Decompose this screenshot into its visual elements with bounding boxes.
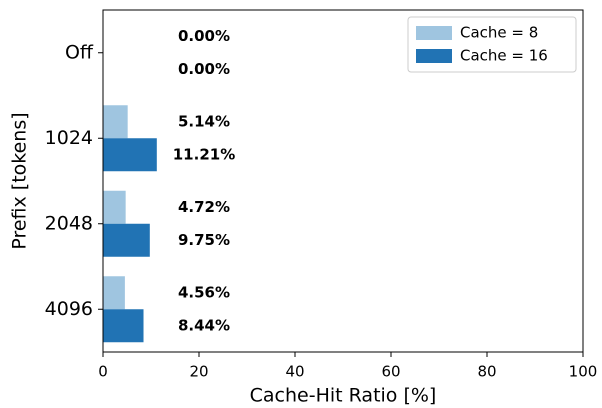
value-label: 8.44% xyxy=(178,316,230,334)
x-tick-label: 0 xyxy=(98,363,108,381)
y-tick-label: 2048 xyxy=(45,212,93,234)
y-tick-label: 1024 xyxy=(45,127,93,149)
value-label: 9.75% xyxy=(178,231,230,249)
value-label: 11.21% xyxy=(173,145,235,163)
y-tick-label: 4096 xyxy=(45,298,93,320)
bar xyxy=(103,105,128,139)
y-tick-label: Off xyxy=(65,41,94,63)
plot-frame xyxy=(102,9,584,353)
x-axis-label: Cache-Hit Ratio [%] xyxy=(250,385,437,407)
x-tick-label: 20 xyxy=(189,363,208,381)
bar xyxy=(103,309,144,343)
legend-swatch xyxy=(416,26,452,40)
value-label: 4.56% xyxy=(178,283,230,301)
legend-label: Cache = 16 xyxy=(460,47,548,65)
bar xyxy=(103,223,150,257)
y-axis-label: Prefix [tokens] xyxy=(9,112,31,249)
legend-swatch xyxy=(416,49,452,63)
x-tick-label: 80 xyxy=(477,363,496,381)
value-label: 4.72% xyxy=(178,198,230,216)
legend-label: Cache = 8 xyxy=(460,24,538,42)
value-label: 0.00% xyxy=(178,60,230,78)
bar xyxy=(103,276,125,310)
x-tick-label: 60 xyxy=(381,363,400,381)
x-tick-label: 100 xyxy=(569,363,598,381)
bar xyxy=(103,190,126,224)
x-tick-label: 40 xyxy=(285,363,304,381)
value-label: 0.00% xyxy=(178,27,230,45)
value-label: 5.14% xyxy=(178,112,230,130)
bar xyxy=(103,138,157,172)
